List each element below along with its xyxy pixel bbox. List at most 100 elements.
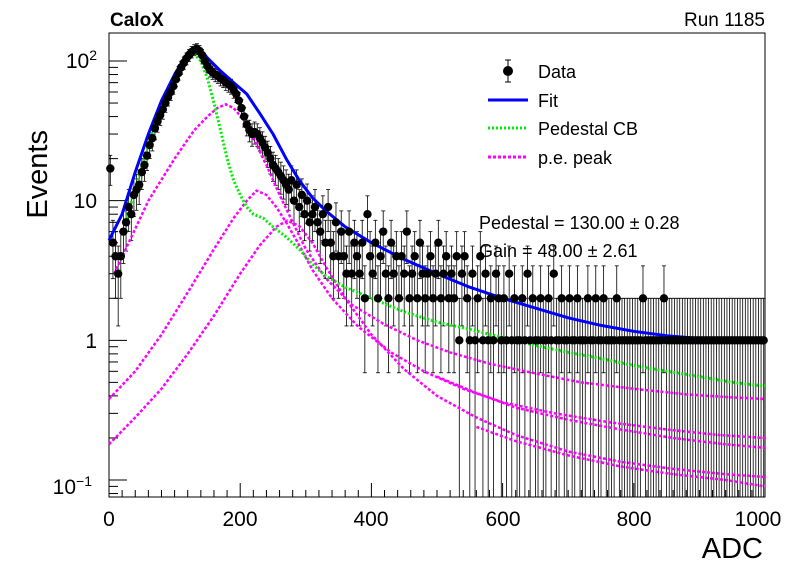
- data-point: [557, 294, 566, 303]
- data-point: [389, 269, 398, 278]
- data-point: [518, 294, 527, 303]
- legend-label-pedestal: Pedestal CB: [538, 119, 638, 139]
- x-axis-label: ADC: [702, 533, 763, 565]
- data-points: [106, 44, 768, 345]
- data-point: [373, 294, 383, 303]
- data-point: [344, 227, 354, 236]
- x-tick-label: 200: [222, 508, 257, 531]
- pe-peak-curve: [113, 103, 766, 401]
- data-point: [441, 252, 451, 261]
- data-point: [140, 160, 149, 170]
- data-point: [455, 336, 464, 345]
- data-point: [394, 294, 404, 303]
- y-tick-label-1: 1: [85, 330, 97, 353]
- data-point: [360, 294, 370, 303]
- data-point: [142, 151, 152, 160]
- data-point: [368, 269, 377, 278]
- x-tick-labels: 0 200 400 600 800 1000: [103, 508, 781, 531]
- legend-entry-pe-peak: p.e. peak: [488, 148, 613, 168]
- data-point: [355, 269, 364, 278]
- data-point: [310, 202, 320, 212]
- data-point: [323, 202, 333, 212]
- data-point: [239, 112, 249, 121]
- data-point: [295, 202, 304, 212]
- data-point: [148, 134, 157, 143]
- data-point: [379, 227, 388, 236]
- data-point: [457, 269, 467, 278]
- legend-marker-data: [503, 66, 513, 76]
- data-point: [504, 269, 514, 278]
- data-point: [536, 294, 545, 303]
- data-point: [337, 227, 346, 236]
- data-point: [352, 252, 362, 261]
- y-tick-label-10: 10: [74, 190, 97, 213]
- data-point: [407, 269, 417, 278]
- data-point: [397, 252, 406, 261]
- data-point: [124, 202, 133, 212]
- data-point: [284, 185, 293, 194]
- data-point: [169, 82, 178, 91]
- data-point: [491, 269, 501, 278]
- legend-label-data: Data: [538, 62, 577, 82]
- data-point: [302, 196, 312, 205]
- data-point: [591, 294, 600, 303]
- x-tick-label: 1000: [735, 508, 782, 531]
- data-point: [289, 196, 299, 205]
- x-tick-label: 0: [103, 508, 115, 531]
- data-point: [376, 252, 385, 261]
- data-point: [420, 294, 430, 303]
- data-point: [460, 252, 469, 261]
- data-point: [381, 269, 391, 278]
- data-point: [365, 252, 375, 261]
- data-point: [400, 269, 409, 278]
- x-tick-label: 400: [353, 508, 388, 531]
- data-point: [363, 210, 372, 219]
- fit-result-gain: Gain = 48.00 ± 2.61: [479, 241, 638, 261]
- pe-peak-curve: [108, 219, 766, 479]
- data-point: [528, 294, 537, 303]
- data-point: [237, 103, 246, 113]
- data-point: [318, 210, 328, 219]
- data-point: [339, 252, 349, 261]
- x-tick-label: 800: [616, 508, 651, 531]
- y-axis-label: Events: [22, 130, 54, 219]
- data-point: [510, 294, 519, 303]
- data-point: [413, 294, 422, 303]
- data-point: [402, 227, 412, 236]
- data-point: [452, 252, 461, 261]
- data-point: [331, 218, 341, 227]
- data-point: [232, 89, 241, 99]
- chart-title: CaloX: [110, 10, 164, 31]
- data-point: [316, 227, 325, 236]
- x-tick-label: 600: [485, 508, 520, 531]
- data-point: [573, 294, 582, 303]
- y-tick-labels: 102 10 1 10−1: [53, 47, 98, 499]
- data-point: [544, 294, 553, 303]
- data-point: [350, 238, 359, 247]
- data-point: [431, 269, 440, 278]
- data-point: [106, 164, 115, 173]
- data-point: [523, 269, 532, 278]
- data-point: [489, 336, 498, 345]
- legend: Data Fit Pedestal CB p.e. peak: [488, 59, 638, 168]
- data-point: [462, 294, 472, 303]
- data-point: [426, 252, 435, 261]
- data-point: [266, 154, 275, 163]
- data-point: [234, 96, 244, 105]
- data-point: [347, 269, 356, 278]
- data-point: [134, 180, 144, 189]
- data-point: [434, 238, 443, 247]
- pe-peak-curve: [475, 425, 766, 488]
- data-point: [473, 294, 482, 303]
- data-point: [638, 294, 648, 303]
- data-point: [447, 269, 456, 278]
- data-point: [481, 269, 490, 278]
- data-point: [410, 252, 419, 261]
- data-point: [108, 238, 118, 247]
- data-point: [300, 210, 309, 219]
- data-point: [476, 252, 485, 261]
- data-point: [599, 294, 608, 303]
- data-point: [468, 269, 477, 278]
